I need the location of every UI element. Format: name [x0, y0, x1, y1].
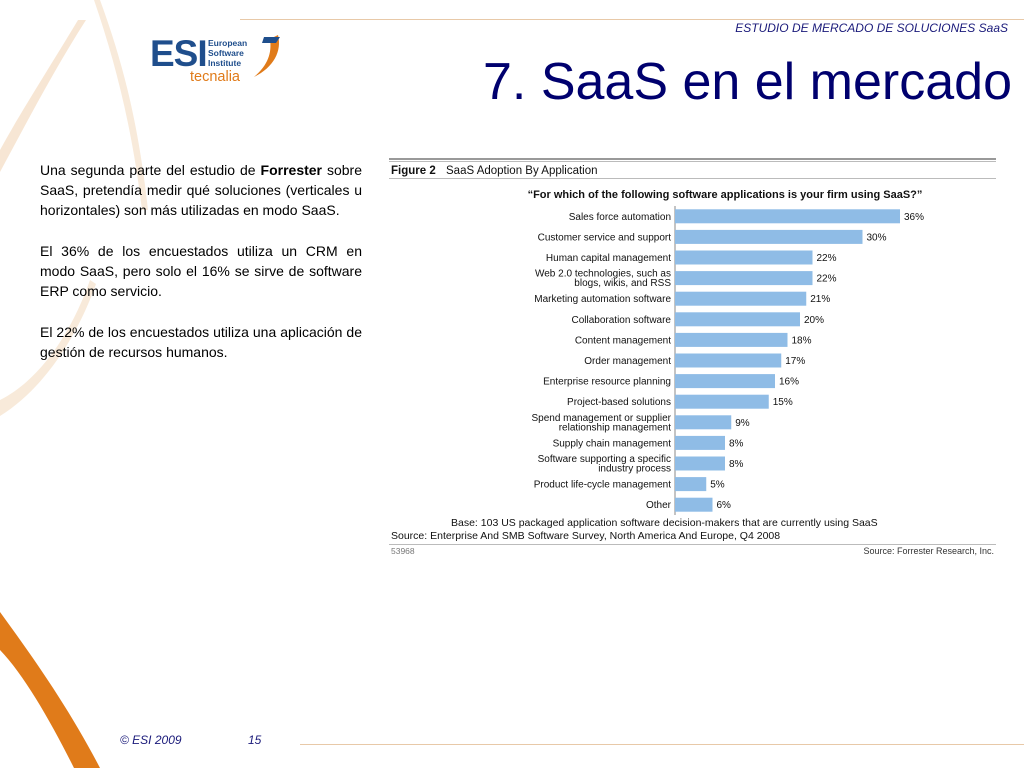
logo-line-3: Institute	[208, 58, 242, 68]
bar	[675, 415, 732, 430]
bar	[675, 477, 707, 492]
value-label: 36%	[904, 212, 924, 223]
figure-top-rule-thin	[389, 161, 996, 162]
value-label: 6%	[717, 500, 732, 511]
bar	[675, 456, 725, 471]
bar	[675, 435, 725, 450]
category-label: Software supporting a specific industry p…	[538, 454, 671, 475]
category-label: Order management	[584, 356, 671, 367]
bar	[675, 271, 813, 286]
value-label: 15%	[773, 397, 793, 408]
bar	[675, 229, 863, 244]
value-label: 22%	[817, 253, 837, 264]
logo-tecnalia-text: tecnalia	[190, 69, 240, 85]
value-label: 17%	[785, 356, 805, 367]
source-note: Source: Enterprise And SMB Software Surv…	[391, 530, 780, 542]
footer-divider	[300, 744, 1024, 745]
value-label: 30%	[867, 232, 887, 243]
footer-copyright: © ESI 2009	[120, 733, 182, 747]
figure-credit: Source: Forrester Research, Inc.	[863, 546, 994, 556]
category-label: Product life-cycle management	[534, 480, 672, 491]
slide-body: Una segunda parte del estudio de Forrest…	[40, 160, 362, 383]
value-label: 16%	[779, 377, 799, 388]
value-label: 18%	[792, 335, 812, 346]
value-label: 8%	[729, 459, 744, 470]
figure-caption-rule	[389, 178, 996, 179]
paragraph-1: Una segunda parte del estudio de Forrest…	[40, 160, 362, 220]
paragraph-1-end: sobre SaaS, pretendía medir qué solucion…	[40, 162, 362, 218]
category-label: Project-based solutions	[567, 397, 671, 408]
chart-bars: Sales force automation 36% Customer servic…	[531, 206, 924, 515]
value-label: 21%	[810, 294, 830, 305]
bar	[675, 209, 900, 224]
paragraph-2: El 36% de los encuestados utiliza un CRM…	[40, 243, 362, 299]
page-number: 15	[248, 733, 262, 747]
category-label: Enterprise resource planning	[543, 377, 671, 388]
bar	[675, 291, 807, 306]
category-label: Marketing automation software	[534, 294, 671, 305]
bar	[675, 353, 782, 368]
value-label: 9%	[735, 418, 750, 429]
logo-subtitle: European Software Institute	[208, 38, 268, 68]
figure-bottom-rule	[389, 544, 996, 545]
saas-adoption-figure: Figure 2 SaaS Adoption By Application “F…	[389, 158, 996, 556]
category-label: Other	[646, 500, 672, 511]
bar	[675, 394, 769, 409]
figure-label: Figure 2	[391, 165, 436, 177]
forrester-bold: Forrester	[260, 162, 322, 178]
logo-swoosh-icon	[254, 35, 280, 77]
figure-top-rule	[389, 158, 996, 160]
base-note: Base: 103 US packaged application softwa…	[451, 517, 878, 529]
logo-esi-text: ESI	[150, 33, 208, 74]
bar	[675, 332, 788, 347]
category-label: Human capital management	[546, 253, 671, 264]
esi-tecnalia-logo: ESI European Software Institute tecnalia	[150, 33, 290, 88]
figure-id: 53968	[391, 546, 415, 556]
category-label: Collaboration software	[572, 315, 672, 326]
bar	[675, 250, 813, 265]
category-label: Sales force automation	[569, 212, 671, 223]
paragraph-3: El 22% de los encuestados utiliza una ap…	[40, 324, 362, 360]
figure-caption: SaaS Adoption By Application	[446, 165, 598, 177]
logo-line-2: Software	[208, 48, 244, 58]
value-label: 20%	[804, 315, 824, 326]
deck-title: ESTUDIO DE MERCADO DE SOLUCIONES SaaS	[735, 21, 1008, 35]
header-divider	[240, 19, 1024, 20]
value-label: 22%	[817, 274, 837, 285]
survey-question: “For which of the following software app…	[528, 189, 923, 201]
category-label: Content management	[575, 335, 671, 346]
bar	[675, 497, 713, 512]
bar	[675, 312, 800, 327]
bar	[675, 374, 775, 389]
value-label: 8%	[729, 438, 744, 449]
slide-title: 7. SaaS en el mercado	[483, 53, 1012, 111]
category-label: Spend management or supplier relationship…	[531, 413, 671, 434]
paragraph-1-start: Una segunda parte del estudio de	[40, 162, 261, 178]
value-label: 5%	[710, 480, 725, 491]
category-label: Supply chain management	[553, 438, 672, 449]
logo-line-1: European	[208, 38, 248, 48]
category-label: Web 2.0 technologies, such as blogs, wiki…	[535, 269, 671, 290]
category-label: Customer service and support	[538, 232, 672, 243]
